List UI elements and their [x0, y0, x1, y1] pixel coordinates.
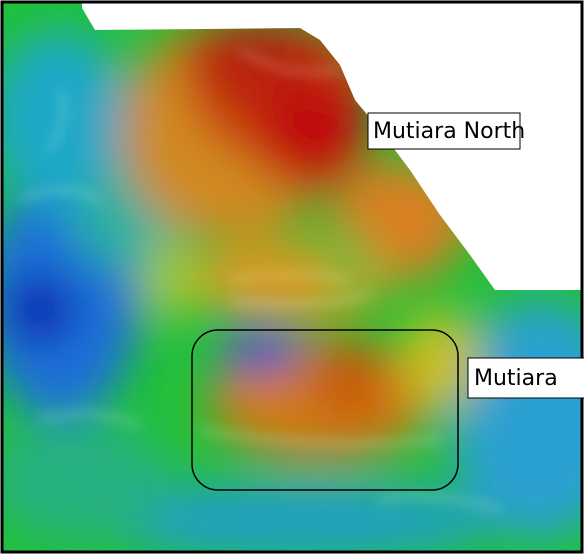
- heatmap: [0, 0, 584, 554]
- annotation-label: Mutiara North: [373, 119, 525, 144]
- map-figure: Mutiara North Mutiara: [0, 0, 584, 554]
- annotation-label: Mutiara: [474, 366, 558, 391]
